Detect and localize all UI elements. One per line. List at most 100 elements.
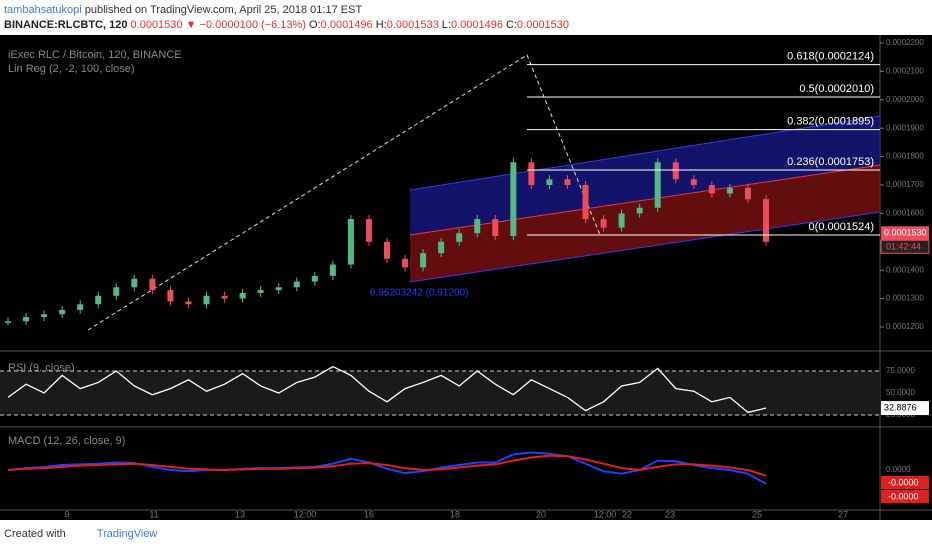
candle <box>420 253 427 268</box>
macd-tag-label: -0.0000 <box>888 491 919 501</box>
candle <box>41 314 48 318</box>
created: Created with <box>4 528 66 540</box>
x-tick-label: 16 <box>364 509 374 519</box>
published: published on TradingView.com, April 25, … <box>84 4 363 16</box>
x-tick-label: 9 <box>64 509 69 519</box>
candle <box>59 309 66 315</box>
rsi-tick-label: 75.0000 <box>886 366 915 375</box>
candle <box>492 219 499 237</box>
y-tick-label: 0.0001600 <box>886 209 924 218</box>
candle <box>726 187 733 194</box>
candle <box>708 185 715 194</box>
publish-line: tambahsatukopi published on TradingView.… <box>4 4 362 16</box>
candle <box>744 187 751 200</box>
h-label: H: <box>375 19 387 31</box>
change: ▼ −0.0000100 (−6.13%) <box>185 19 306 31</box>
fib-label: 0.5(0.0002010) <box>799 83 874 95</box>
x-tick-label: 27 <box>838 509 848 519</box>
candle <box>149 278 156 291</box>
candle <box>293 281 300 288</box>
candle <box>510 162 517 237</box>
l-label: L: <box>441 19 451 31</box>
candle <box>257 290 264 293</box>
candle <box>456 233 463 242</box>
candle <box>23 317 30 322</box>
candle <box>221 295 228 299</box>
y-tick-label: 0.0002000 <box>886 95 924 104</box>
regression-label: 0.96203242 (0.91200) <box>370 288 468 299</box>
timer-tag <box>880 239 930 254</box>
brand[interactable]: TradingView <box>96 528 158 540</box>
x-tick-label: 13 <box>235 509 245 519</box>
channel-line <box>409 115 881 191</box>
candle <box>77 304 84 310</box>
candle <box>672 162 679 180</box>
timer: 01:42:44 <box>886 242 921 252</box>
candle <box>763 199 769 242</box>
last: 0.0001530 <box>130 19 183 31</box>
macd-title: MACD (12, 26, close, 9) <box>8 435 125 447</box>
candle <box>654 162 661 208</box>
candle <box>185 301 192 305</box>
fib-label: 0(0.0001524) <box>809 221 874 233</box>
c-label: C: <box>506 19 518 31</box>
macd-tag-label: -0.0000 <box>888 477 919 487</box>
macd-tag <box>881 476 929 489</box>
chart: 0.96203242 (0.91200) iExec RLC / Bitcoin… <box>0 35 932 520</box>
background <box>0 35 932 520</box>
y-tick-label: 0.0001200 <box>886 322 924 331</box>
author[interactable]: tambahsatukopi <box>4 4 82 16</box>
candle <box>564 179 571 185</box>
legend-indicator: Lin Reg (2, -2, 100, close) <box>8 63 135 75</box>
macd-tick-label: 0.0000 <box>886 465 911 474</box>
candle <box>618 213 625 228</box>
candle <box>402 258 409 268</box>
candle <box>347 219 354 265</box>
symbol: BINANCE:RLCBTC, 120 <box>4 19 128 31</box>
fib-label: 0.236(0.0001753) <box>787 156 874 168</box>
candle <box>239 292 246 299</box>
macd-clip <box>7 451 767 485</box>
o-label: O: <box>309 19 321 31</box>
c: 0.0001530 <box>517 19 570 31</box>
candle <box>690 179 697 185</box>
y-tick-label: 0.0001400 <box>886 265 924 274</box>
rsi-tag-label: 32.8876 <box>884 402 917 412</box>
y-tick-label: 0.0002100 <box>886 67 924 76</box>
o: 0.0001496 <box>320 19 373 31</box>
rsi-band <box>0 371 880 415</box>
x-tick-label: 12:00 <box>294 509 317 519</box>
price-tag-label: 0.0001530 <box>884 228 927 238</box>
candle <box>636 207 643 214</box>
candle <box>275 287 282 291</box>
footer: Created with TradingView <box>4 528 157 540</box>
channel-lower <box>410 165 880 282</box>
channel-line <box>409 211 881 283</box>
l: 0.0001496 <box>450 19 503 31</box>
channel-line <box>409 164 881 236</box>
candle <box>528 162 535 185</box>
y-tick-label: 0.0002200 <box>886 38 924 47</box>
candle <box>329 264 336 276</box>
candle <box>600 219 607 228</box>
x-tick-label: 20 <box>536 509 546 519</box>
symbol-bar: BINANCE:RLCBTC, 120 0.0001530 ▼ −0.00001… <box>4 19 569 31</box>
macd-tag <box>881 490 929 503</box>
rsi-tag <box>881 401 929 416</box>
legend-series: iExec RLC / Bitcoin, 120, BINANCE <box>8 49 182 61</box>
y-tick-label: 0.0001900 <box>886 123 924 132</box>
candle <box>131 278 138 288</box>
rsi-clip <box>7 365 767 414</box>
candle <box>311 275 318 282</box>
price-tag <box>881 226 929 241</box>
x-tick-label: 25 <box>752 509 762 519</box>
candle <box>365 219 372 242</box>
candle <box>384 241 390 259</box>
y-tick-label: 0.0001300 <box>886 294 924 303</box>
candle <box>203 295 210 305</box>
candle <box>95 295 102 305</box>
signal-line <box>7 454 767 477</box>
fib-label: 0.382(0.0001895) <box>787 116 874 128</box>
x-tick-label: 22 <box>622 509 632 519</box>
